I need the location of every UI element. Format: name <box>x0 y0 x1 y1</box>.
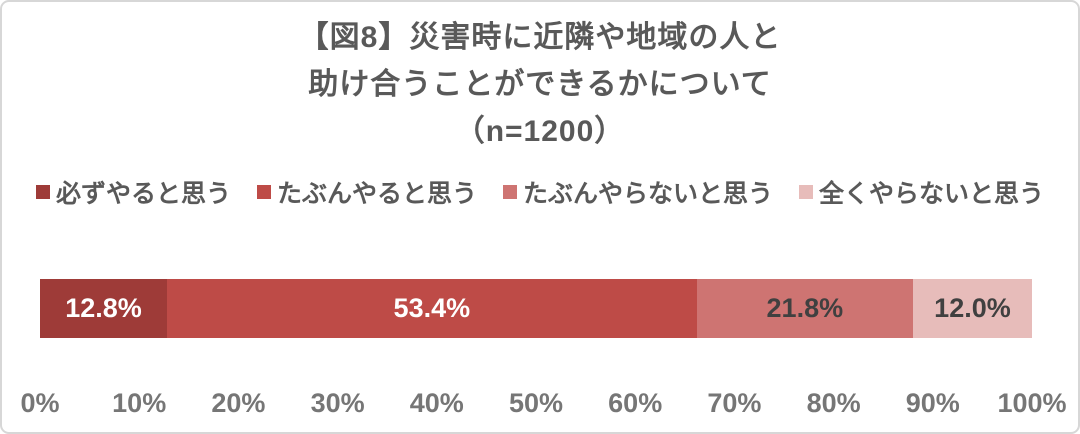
axis-tick-label: 10% <box>112 388 167 418</box>
chart-title: 【図8】災害時に近隣や地域の人と 助け合うことができるかについて （n=1200… <box>2 14 1078 155</box>
chart-title-line-1: 【図8】災害時に近隣や地域の人と <box>298 21 782 54</box>
axis-tick-label: 30% <box>310 388 365 418</box>
legend: 必ずやると思う たぶんやると思う たぶんやらないと思う 全くやらないと思う <box>2 174 1078 210</box>
legend-label: 必ずやると思う <box>55 180 231 208</box>
legend-swatch-icon <box>35 185 50 199</box>
stacked-bar: 12.8% 53.4% 21.8% 12.0% <box>40 279 1032 338</box>
legend-item: たぶんやらないと思う <box>503 174 773 210</box>
axis-tick-label: 20% <box>211 388 266 418</box>
segment-value-label: 53.4% <box>393 293 471 323</box>
legend-label: たぶんやると思う <box>276 180 477 208</box>
x-axis: 0% 10% 20% 30% 40% 50% 60% 70% 80% 90% 1… <box>20 388 1066 418</box>
axis-tick-label: 40% <box>409 388 464 418</box>
legend-label: 全くやらないと思う <box>819 180 1045 208</box>
legend-swatch-icon <box>256 185 271 199</box>
legend-item: たぶんやると思う <box>256 174 477 210</box>
segment-value-label: 12.8% <box>65 293 142 323</box>
bar-segment: 53.4% <box>166 279 697 338</box>
legend-swatch-icon <box>799 185 814 199</box>
axis-tick-label: 90% <box>905 388 960 418</box>
bar-segment: 21.8% <box>696 279 913 338</box>
legend-label: たぶんやらないと思う <box>523 180 774 208</box>
axis-tick-label: 70% <box>707 388 762 418</box>
bar-segment: 12.0% <box>912 279 1032 338</box>
axis-tick-label: 50% <box>508 388 564 418</box>
axis-tick-label: 100% <box>997 388 1067 418</box>
legend-item: 全くやらないと思う <box>799 174 1044 210</box>
axis-tick-label: 80% <box>806 388 861 418</box>
chart-title-line-2: 助け合うことができるかについて <box>308 68 772 101</box>
segment-value-label: 12.0% <box>934 293 1011 323</box>
chart-title-line-3: （n=1200） <box>454 115 626 148</box>
bar-segment: 12.8% <box>40 279 167 338</box>
axis-tick-label: 60% <box>608 388 663 418</box>
segment-value-label: 21.8% <box>766 293 844 323</box>
legend-swatch-icon <box>503 185 517 199</box>
axis-tick-label: 0% <box>20 388 60 418</box>
legend-item: 必ずやると思う <box>35 174 231 210</box>
